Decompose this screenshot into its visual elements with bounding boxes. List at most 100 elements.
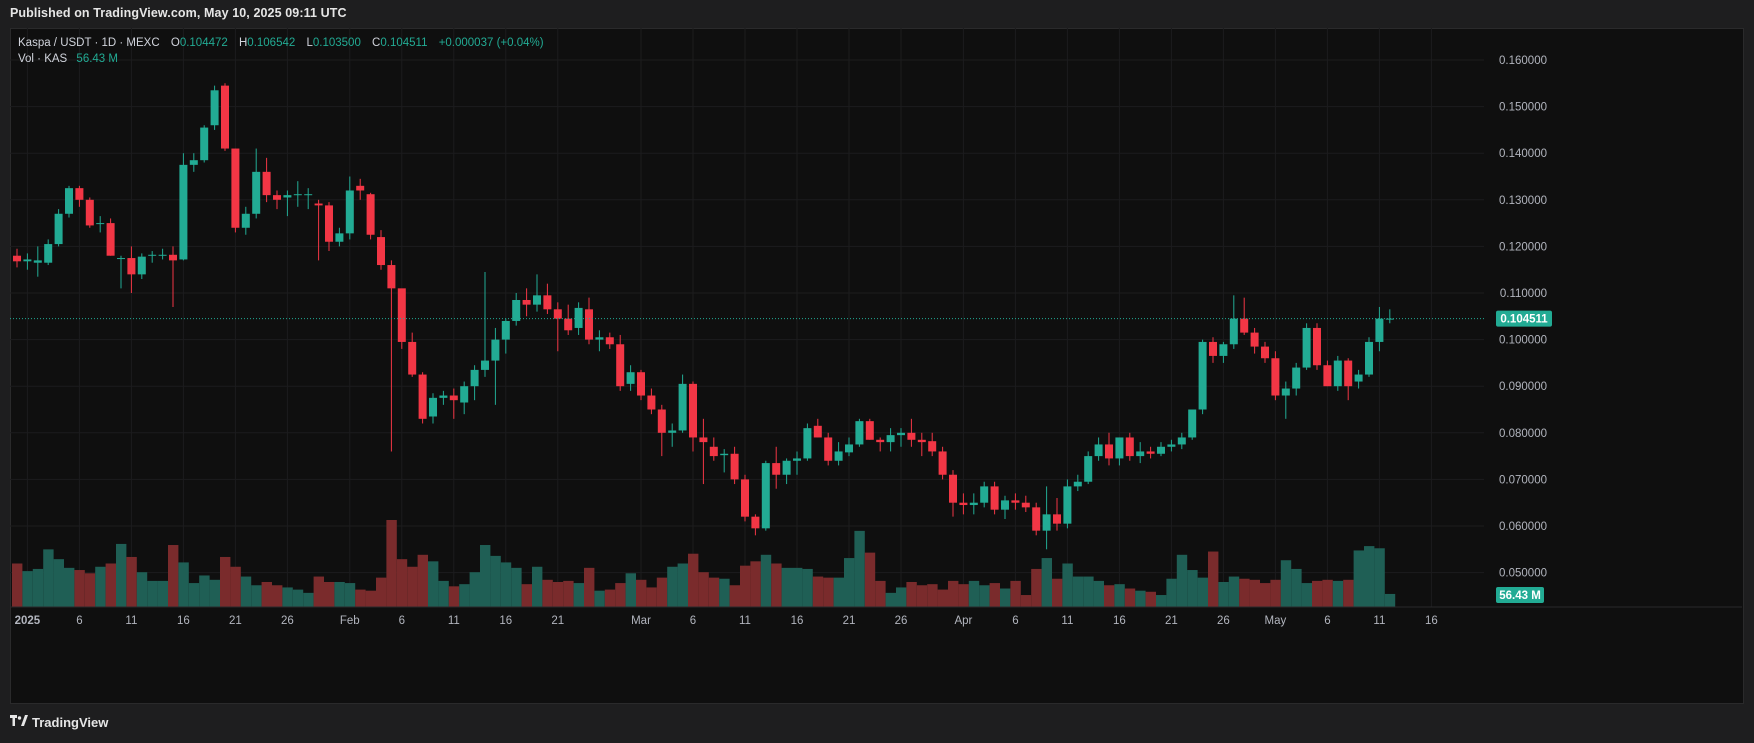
candle-body [1084, 456, 1093, 482]
tradingview-logo[interactable]: TradingView [10, 715, 108, 730]
candle-body [1094, 444, 1103, 457]
volume-bar [292, 589, 304, 607]
publish-bar: Published on TradingView.com, May 10, 20… [0, 0, 1754, 28]
candle-body [553, 309, 562, 319]
x-tick-label: 11 [448, 615, 460, 627]
volume-bar [469, 572, 480, 607]
volume-bar [1000, 588, 1011, 607]
candle-body [1261, 346, 1269, 359]
volume-bar [854, 530, 865, 607]
candle-body [356, 185, 365, 191]
high-key: H [238, 37, 248, 49]
candle-body [1229, 318, 1238, 345]
candle-body [387, 265, 396, 289]
volume-bar [1041, 558, 1052, 607]
volume-bar [781, 567, 792, 607]
y-tick-label: 0.120000 [1499, 241, 1547, 253]
volume-bar [105, 563, 116, 607]
volume-bar [261, 581, 272, 607]
candle-body [252, 171, 261, 214]
x-tick-label: 2025 [15, 615, 41, 627]
volume-bar [771, 563, 782, 607]
volume-bar [896, 587, 907, 607]
volume-bar [126, 556, 137, 607]
candle-body [314, 203, 323, 206]
candlestick-chart[interactable]: 0.160000 0.150000 0.140000 0.130000 0.120000… [10, 28, 1744, 704]
published-label: Published on TradingView.com, May 10, 20… [10, 6, 347, 20]
x-tick-label: 26 [1217, 615, 1230, 627]
volume-bar [1218, 581, 1229, 607]
candle-body [429, 397, 437, 417]
volume-bar [927, 584, 938, 607]
candle-body [1001, 500, 1009, 510]
volume-bar [1260, 583, 1271, 607]
volume-bar [480, 545, 491, 607]
candle-body [1053, 514, 1061, 524]
candle-body [117, 258, 125, 260]
x-tick-label: 6 [1324, 615, 1330, 627]
volume-bar [740, 565, 751, 607]
x-tick-label: 16 [791, 615, 804, 627]
close-key: C [372, 37, 381, 49]
candle-body [1136, 451, 1145, 457]
tradingview-logo-icon [10, 715, 28, 730]
candle-body [855, 421, 864, 445]
candle-body [522, 299, 531, 305]
candle-body [1073, 481, 1082, 487]
candle-body [1344, 360, 1353, 387]
candle-body [23, 259, 32, 262]
candle-body [897, 432, 905, 436]
volume-bar [324, 581, 335, 607]
candle-body [657, 409, 666, 433]
x-tick-label: 11 [739, 615, 751, 627]
symbol-label[interactable]: Kaspa / USDT · 1D · MEXC [18, 37, 160, 49]
volume-bar [1343, 579, 1354, 607]
candle-body [917, 439, 926, 443]
volume-bar [1384, 593, 1396, 607]
volume-bar [1145, 591, 1156, 607]
volume-bar [1187, 570, 1198, 607]
volume-bar [1176, 554, 1188, 607]
time-axis: 2025 6 11 16 21 26 Feb 6 11 16 21 Mar 6 11 16 21 26 Apr 6 1… [10, 606, 1742, 627]
volume-bar [136, 572, 148, 607]
volume-bar [168, 545, 179, 607]
candle-body [761, 463, 770, 529]
volume-bar [1280, 560, 1292, 607]
volume-bar [1301, 583, 1312, 607]
volume-bar [43, 549, 54, 607]
volume-bar [885, 592, 896, 607]
volume-bar [1291, 568, 1302, 607]
volume-label[interactable]: Vol · KAS [18, 53, 68, 65]
volume-bar [542, 579, 553, 607]
y-tick-label: 0.090000 [1499, 381, 1547, 393]
volume-bar [1239, 578, 1250, 607]
candle-body [876, 439, 885, 443]
candle-body [1240, 318, 1249, 333]
volume-bars [12, 520, 1396, 607]
volume-bar [667, 566, 678, 607]
candle-body [782, 460, 791, 475]
volume-bar [812, 576, 824, 607]
volume-bar [74, 570, 85, 607]
volume-bar [1353, 550, 1364, 607]
candle-body [439, 395, 448, 398]
volume-bar [698, 572, 709, 607]
candle-body [574, 307, 583, 328]
volume-bar [1135, 590, 1146, 607]
x-tick-label: Apr [954, 615, 972, 627]
volume-bar [688, 553, 699, 607]
candle-body [325, 205, 333, 242]
candle-body [626, 372, 635, 384]
ohlc-row: Kaspa / USDT · 1D · MEXC O0.104472 H0.10… [18, 35, 544, 51]
candle-body [1021, 502, 1030, 508]
volume-bar [1312, 580, 1323, 607]
x-tick-label: 16 [177, 615, 190, 627]
y-tick-label: 0.060000 [1499, 521, 1547, 533]
candle-body [96, 223, 105, 225]
candle-body [699, 437, 708, 443]
volume-bar [937, 589, 948, 607]
volume-bar [1062, 563, 1073, 607]
price-candles [13, 83, 1394, 550]
candle-body [137, 256, 146, 275]
volume-bar [750, 561, 761, 607]
